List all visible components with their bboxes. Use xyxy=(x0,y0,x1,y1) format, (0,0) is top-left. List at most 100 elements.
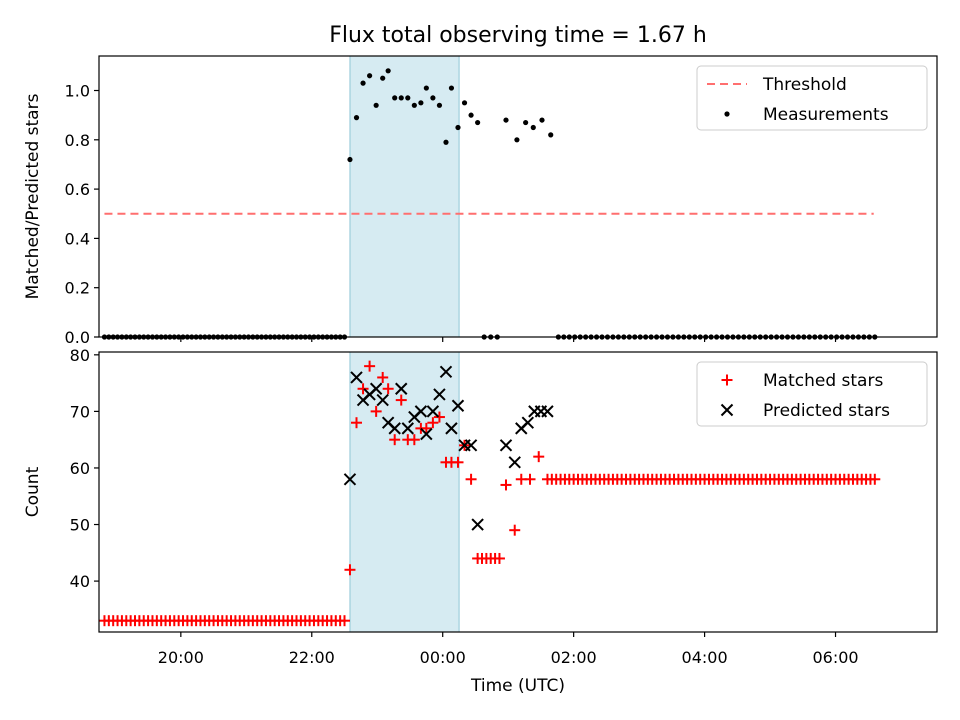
legend-label: Predicted stars xyxy=(763,401,890,421)
data-point xyxy=(395,394,407,406)
legend-label: Threshold xyxy=(762,75,847,95)
data-point xyxy=(382,383,394,395)
data-point xyxy=(514,137,520,143)
data-point xyxy=(475,119,481,126)
data-point xyxy=(530,124,536,131)
data-point xyxy=(343,473,357,486)
data-point xyxy=(339,615,351,627)
highlight-span xyxy=(349,351,460,633)
data-point xyxy=(452,456,464,468)
data-point xyxy=(445,422,458,435)
x-tick-label: 02:00 xyxy=(551,648,597,667)
y-tick-label: 70 xyxy=(70,402,90,421)
data-point xyxy=(430,95,436,101)
legend-swatch xyxy=(720,403,734,417)
x-tick-label: 04:00 xyxy=(682,648,728,667)
y-tick-label: 40 xyxy=(70,572,90,591)
plot-frame xyxy=(98,351,938,633)
data-point xyxy=(524,473,536,485)
data-point xyxy=(367,73,373,79)
data-point xyxy=(388,422,401,435)
y-tick-label: 0.6 xyxy=(65,180,90,199)
data-point xyxy=(464,439,478,452)
data-point xyxy=(439,365,453,379)
legend-box xyxy=(696,361,928,427)
data-point xyxy=(493,552,505,564)
data-point xyxy=(389,434,401,446)
data-point xyxy=(521,416,535,429)
data-point xyxy=(347,156,353,163)
data-point xyxy=(499,439,513,452)
legend-swatch xyxy=(724,111,730,117)
data-point xyxy=(500,479,512,491)
y-tick-label: 0.0 xyxy=(65,328,90,347)
legend-label: Measurements xyxy=(763,105,889,125)
data-point xyxy=(411,102,417,108)
data-point xyxy=(471,518,484,531)
data-point xyxy=(548,132,554,138)
plot-frame xyxy=(98,55,938,338)
data-point xyxy=(465,473,477,485)
data-point xyxy=(395,382,408,395)
data-point xyxy=(360,80,366,86)
x-tick-label: 22:00 xyxy=(289,648,335,667)
data-point xyxy=(364,360,376,372)
data-point xyxy=(455,124,461,131)
data-point xyxy=(451,399,465,412)
top-panel: 0.0 0.2 0.4 0.6 0.8 1.0 Matched/Predicted sta… xyxy=(23,55,938,347)
data-point xyxy=(420,422,432,434)
y-tick-label: 1.0 xyxy=(65,82,90,101)
data-point xyxy=(503,117,509,123)
x-tick-marks xyxy=(180,337,837,342)
data-point xyxy=(414,405,428,418)
y-tick-label: 80 xyxy=(70,346,90,365)
data-point xyxy=(420,427,433,441)
data-point xyxy=(433,411,445,423)
legend-swatch xyxy=(721,374,733,386)
data-point xyxy=(344,564,356,576)
data-point xyxy=(461,100,468,106)
data-point xyxy=(353,115,360,121)
x-axis-label: Time (UTC) xyxy=(470,676,565,696)
data-point xyxy=(433,388,446,401)
bottom-panel: 40 50 60 70 80 20:00 22:00 00:00 02:00 04:00 06:0… xyxy=(23,346,938,667)
y-tick-label: 50 xyxy=(70,516,90,535)
x-tick-label: 20:00 xyxy=(158,648,204,667)
data-point xyxy=(423,85,429,91)
data-point xyxy=(426,405,440,418)
data-point xyxy=(539,117,545,123)
legend-label: Matched stars xyxy=(763,371,883,391)
data-point xyxy=(448,85,455,91)
data-point xyxy=(351,417,363,429)
data-point xyxy=(392,95,398,101)
data-point xyxy=(869,473,881,485)
data-point xyxy=(357,383,369,395)
data-point xyxy=(408,434,420,446)
legend: Threshold Measurements xyxy=(696,65,928,131)
y-axis: 0.0 0.2 0.4 0.6 0.8 1.0 xyxy=(65,82,99,347)
data-point xyxy=(427,417,439,429)
matched-stars-series xyxy=(98,360,881,627)
data-point xyxy=(350,371,363,384)
data-point xyxy=(436,102,443,108)
data-point xyxy=(541,405,554,418)
legend: Matched stars Predicted stars xyxy=(696,361,928,427)
data-point xyxy=(369,382,383,395)
predicted-stars-series xyxy=(343,365,554,531)
legend-box xyxy=(696,65,928,131)
data-point xyxy=(376,393,389,407)
chart-title: Flux total observing time = 1.67 h xyxy=(329,23,707,48)
y-tick-label: 60 xyxy=(70,459,90,478)
data-point xyxy=(523,119,529,126)
data-point xyxy=(418,100,424,106)
measurements-series xyxy=(101,68,878,340)
data-point xyxy=(533,451,545,463)
data-point xyxy=(385,68,391,74)
y-axis-label: Count xyxy=(23,466,43,517)
data-point xyxy=(509,524,521,536)
data-point xyxy=(443,139,449,145)
data-point xyxy=(401,422,415,435)
data-point xyxy=(377,371,389,383)
data-point xyxy=(373,102,379,108)
x-tick-label: 06:00 xyxy=(812,648,858,667)
